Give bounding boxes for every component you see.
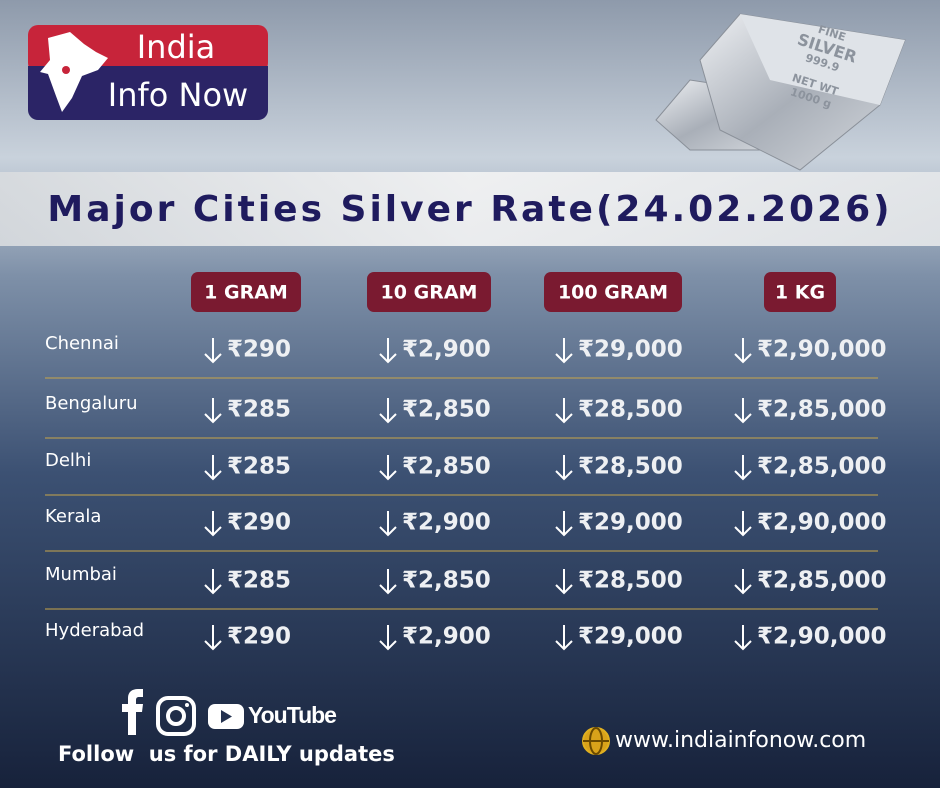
down-arrow <box>555 569 573 595</box>
instagram-icon <box>156 696 196 736</box>
rate-value: ₹2,850 <box>402 568 491 594</box>
down-arrow <box>204 398 222 424</box>
down-arrow <box>379 455 397 481</box>
down-arrow <box>204 625 222 651</box>
column-header: 1 GRAM <box>204 282 288 304</box>
website: www.indiainfonow.com <box>615 728 866 753</box>
rate-value: ₹2,85,000 <box>757 568 887 594</box>
logo-line1: India <box>137 28 216 66</box>
down-arrow <box>555 398 573 424</box>
rate-table: 1 GRAM 10 GRAM 100 GRAM 1 KG Chennai ₹290 ₹2,9… <box>45 272 887 651</box>
down-arrow <box>204 455 222 481</box>
rate-value: ₹2,90,000 <box>757 624 887 650</box>
city-name: Hyderabad <box>45 620 144 641</box>
logo-bottom <box>28 66 268 120</box>
down-arrow <box>734 398 752 424</box>
column-header: 10 GRAM <box>381 282 478 304</box>
rate-value: ₹285 <box>227 397 291 423</box>
down-arrow <box>204 511 222 537</box>
silver-bars: FINE SILVER 999.9 NET WT 1000 g <box>655 13 906 171</box>
down-arrow <box>555 625 573 651</box>
follow-text: Follow us for DAILY updates <box>58 742 395 766</box>
youtube-label: YouTube <box>248 702 336 728</box>
instagram-lens <box>166 706 186 726</box>
down-arrow <box>555 455 573 481</box>
city-name: Chennai <box>45 333 119 354</box>
down-arrow <box>379 511 397 537</box>
column-header: 1 KG <box>775 282 825 304</box>
down-arrow <box>734 625 752 651</box>
social-icons: YouTube <box>122 689 337 736</box>
logo: India Info Now <box>28 25 268 120</box>
logo-line2: Info Now <box>108 76 248 114</box>
rate-value: ₹2,900 <box>402 624 491 650</box>
header-pill <box>764 272 836 312</box>
rate-value: ₹28,500 <box>578 454 683 480</box>
down-arrow <box>555 511 573 537</box>
header-pill <box>191 272 301 312</box>
down-arrow <box>734 338 752 364</box>
down-arrow <box>379 338 397 364</box>
rate-value: ₹2,90,000 <box>757 337 887 363</box>
down-arrow <box>734 569 752 595</box>
city-name: Mumbai <box>45 564 117 585</box>
instagram-dot <box>185 703 189 707</box>
rate-value: ₹290 <box>227 510 291 536</box>
rate-value: ₹2,850 <box>402 397 491 423</box>
city-name: Bengaluru <box>45 393 138 414</box>
header-pill <box>367 272 491 312</box>
facebook-icon <box>122 689 143 735</box>
title: Major Cities Silver Rate(24.02.2026) <box>47 189 892 230</box>
down-arrow <box>734 511 752 537</box>
signal-icon <box>62 66 70 74</box>
rate-value: ₹28,500 <box>578 568 683 594</box>
silver-bar-top <box>740 14 905 105</box>
city-name: Delhi <box>45 450 91 471</box>
down-arrow <box>379 398 397 424</box>
column-header: 100 GRAM <box>558 282 668 304</box>
rate-value: ₹2,85,000 <box>757 397 887 423</box>
rate-value: ₹2,900 <box>402 337 491 363</box>
down-arrow <box>555 338 573 364</box>
rate-value: ₹290 <box>227 337 291 363</box>
rate-value: ₹285 <box>227 568 291 594</box>
rate-value: ₹29,000 <box>578 337 683 363</box>
down-arrow <box>379 569 397 595</box>
city-name: Kerala <box>45 506 101 527</box>
rate-value: ₹2,850 <box>402 454 491 480</box>
header-pill <box>544 272 682 312</box>
down-arrow <box>204 338 222 364</box>
title-band <box>0 172 940 246</box>
rate-value: ₹2,85,000 <box>757 454 887 480</box>
rate-value: ₹285 <box>227 454 291 480</box>
logo-joint <box>28 66 268 76</box>
rate-value: ₹28,500 <box>578 397 683 423</box>
rate-value: ₹2,90,000 <box>757 510 887 536</box>
down-arrow <box>734 455 752 481</box>
rate-value: ₹290 <box>227 624 291 650</box>
rate-value: ₹29,000 <box>578 624 683 650</box>
rate-value: ₹29,000 <box>578 510 683 536</box>
down-arrow <box>379 625 397 651</box>
globe-icon <box>582 727 610 755</box>
rate-value: ₹2,900 <box>402 510 491 536</box>
youtube-play <box>221 710 232 723</box>
down-arrow <box>204 569 222 595</box>
india-map <box>40 32 108 112</box>
